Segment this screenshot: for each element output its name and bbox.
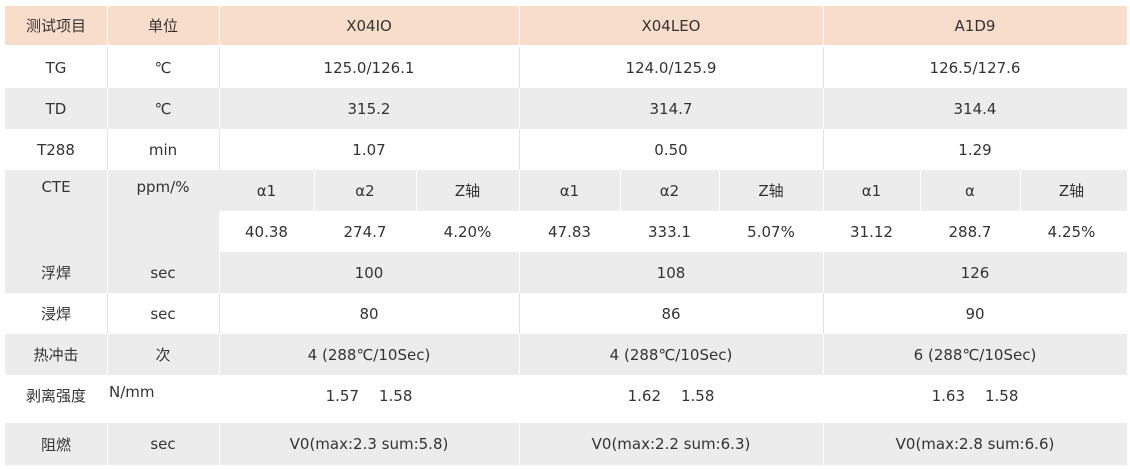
- peel-value: 1.58: [985, 386, 1019, 405]
- table-row: 浮焊 sec 100 108 126: [5, 252, 1127, 293]
- cte-subheader-row: α1 α2 Z轴 α1 α2 Z轴 α1 α Z轴: [219, 170, 1127, 211]
- cell-value-pair: 1.57 1.58: [219, 375, 519, 416]
- cell-value: 80: [359, 304, 379, 323]
- table-row: 剥离强度 N/mm 1.57 1.58 1.62 1.58 1.63 1.58: [5, 375, 1127, 416]
- cte-value: 4.20%: [443, 222, 492, 241]
- row-label: T288: [37, 140, 75, 159]
- cte-value: 333.1: [648, 222, 691, 241]
- cte-subheader: Z轴: [1058, 182, 1085, 200]
- row-label: TD: [45, 99, 67, 118]
- cte-values-row: 40.38 274.7 4.20% 47.83 333.1 5.07% 31.1…: [219, 211, 1127, 252]
- cell-value: 1.07: [352, 140, 386, 159]
- row-unit: ppm/%: [136, 178, 190, 196]
- row-label: TG: [45, 58, 67, 77]
- cell-value: V0(max:2.8 sum:6.6): [895, 435, 1055, 453]
- cell-value: 315.2: [347, 99, 391, 118]
- table-header-row: 测试项目 单位 X04IO X04LEO A1D9: [5, 6, 1127, 45]
- cell-value-pair: 1.63 1.58: [823, 375, 1127, 416]
- row-label: 浮焊: [40, 264, 71, 282]
- row-unit: sec: [150, 435, 176, 453]
- cte-value: 47.83: [548, 222, 591, 241]
- row-unit: sec: [150, 304, 176, 323]
- table-row: TG ℃ 125.0/126.1 124.0/125.9 126.5/127.6: [5, 47, 1127, 88]
- cte-subheader: α: [965, 181, 975, 200]
- cell-value: 1.29: [958, 140, 992, 159]
- cell-value: 100: [354, 263, 384, 282]
- cell-value: 4 (288℃/10Sec): [609, 345, 733, 364]
- header-product-2: X04LEO: [641, 16, 701, 35]
- row-unit: min: [148, 140, 178, 159]
- peel-value: 1.63: [931, 386, 965, 405]
- table-row: T288 min 1.07 0.50 1.29: [5, 129, 1127, 170]
- table-row: TD ℃ 315.2 314.7 314.4: [5, 88, 1127, 129]
- cte-subheader: Z轴: [454, 182, 481, 200]
- cte-value: 5.07%: [747, 222, 795, 241]
- cte-subheader: α1: [861, 181, 882, 200]
- row-unit: ℃: [154, 58, 172, 77]
- cell-value: 6 (288℃/10Sec): [913, 345, 1037, 364]
- cte-subheader: α2: [659, 181, 680, 200]
- table-row: 浸焊 sec 80 86 90: [5, 293, 1127, 334]
- cell-value: 314.7: [649, 99, 693, 118]
- cte-value: 40.38: [245, 222, 288, 241]
- header-unit: 单位: [147, 17, 178, 35]
- cell-value: V0(max:2.2 sum:6.3): [591, 435, 751, 453]
- row-label: 浸焊: [40, 305, 71, 323]
- peel-value: 1.57: [325, 386, 359, 405]
- cte-subheader: α2: [355, 181, 375, 200]
- peel-value: 1.62: [627, 386, 661, 405]
- cte-value: 4.25%: [1047, 222, 1096, 241]
- cte-subheader: α1: [256, 181, 277, 200]
- row-unit: ℃: [154, 99, 172, 118]
- cte-subheader: Z轴: [758, 182, 784, 200]
- cte-subheader: α1: [559, 181, 580, 200]
- cell-value: 126: [960, 263, 990, 282]
- cell-value: 90: [965, 304, 985, 323]
- cte-value: 31.12: [850, 222, 893, 241]
- peel-value: 1.58: [681, 386, 715, 405]
- cell-value: 125.0/126.1: [323, 58, 415, 77]
- row-unit: 次: [155, 346, 171, 364]
- table-row: 阻燃 sec V0(max:2.3 sum:5.8) V0(max:2.2 su…: [5, 423, 1127, 465]
- row-label: 阻燃: [40, 435, 71, 454]
- cell-value: 314.4: [953, 99, 997, 118]
- header-item: 测试项目: [25, 17, 86, 35]
- peel-value: 1.58: [379, 386, 413, 405]
- cell-value-pair: 1.62 1.58: [519, 375, 823, 416]
- cell-value: V0(max:2.3 sum:5.8): [289, 435, 449, 453]
- cte-value: 288.7: [948, 222, 992, 241]
- cell-value: 124.0/125.9: [625, 58, 717, 77]
- cte-value: 274.7: [343, 222, 387, 241]
- table-row: 热冲击 次 4 (288℃/10Sec) 4 (288℃/10Sec) 6 (2…: [5, 334, 1127, 375]
- row-label: 剥离强度: [25, 387, 86, 405]
- row-label: 热冲击: [33, 346, 79, 364]
- cell-value: 86: [661, 304, 681, 323]
- row-unit: sec: [150, 263, 176, 282]
- header-product-3: A1D9: [954, 16, 996, 35]
- row-unit: N/mm: [109, 383, 155, 401]
- cell-value: 126.5/127.6: [929, 58, 1021, 77]
- cell-value: 108: [656, 263, 686, 282]
- cell-value: 0.50: [654, 140, 688, 159]
- cell-value: 4 (288℃/10Sec): [307, 345, 431, 364]
- row-label: CTE: [41, 178, 71, 196]
- header-product-1: X04IO: [346, 16, 392, 35]
